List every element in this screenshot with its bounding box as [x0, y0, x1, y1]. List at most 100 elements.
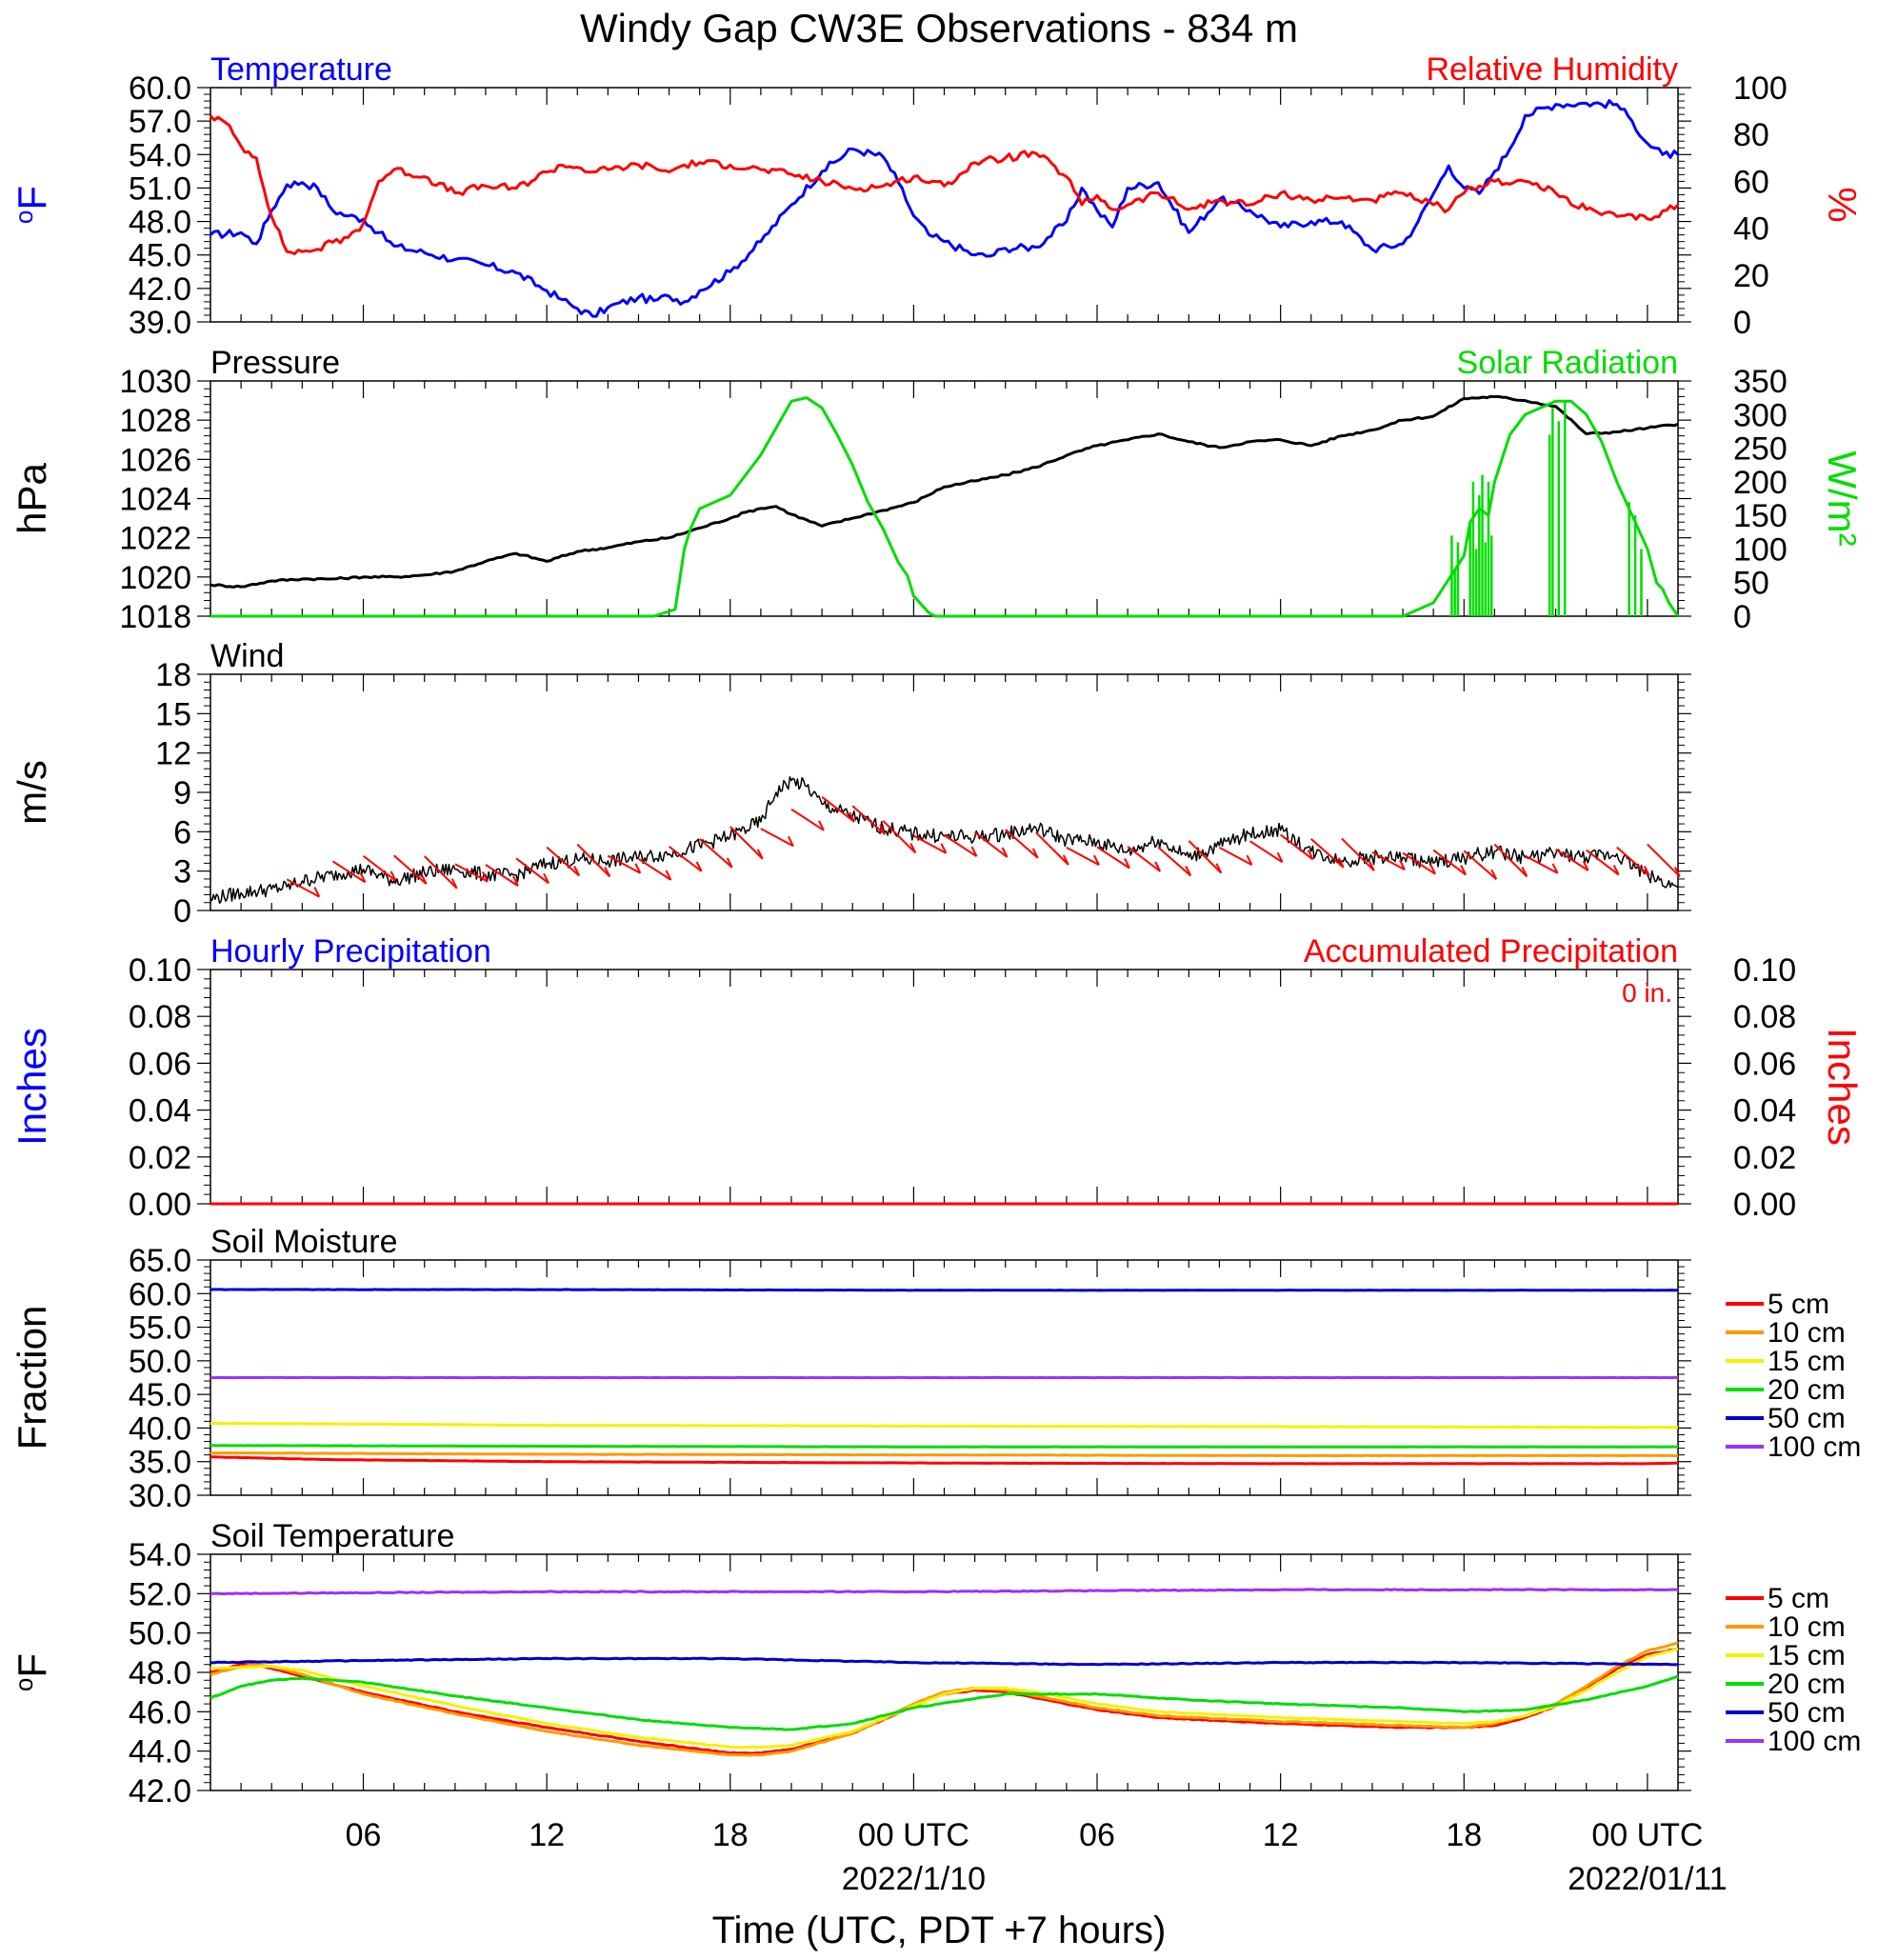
panel-6: 42.044.0 46.048.050.0 52.054.0 Soil Tempera… — [10, 1518, 1861, 1810]
y-tick-label: 60.0 — [129, 70, 191, 107]
wind-barb-flag — [849, 811, 855, 823]
y-tick-label: 46.0 — [129, 1694, 191, 1730]
y-tick-label: 40.0 — [129, 1410, 191, 1447]
wind-barb — [1402, 851, 1436, 875]
y-tick-label: 0.08 — [129, 999, 191, 1035]
panel-title-right: Accumulated Precipitation — [1304, 933, 1678, 970]
y-tick-label: 48.0 — [129, 1655, 191, 1691]
y-tick-label: 52.0 — [129, 1576, 191, 1612]
wind-barb — [515, 857, 549, 885]
legend-label: 50 cm — [1768, 1697, 1846, 1729]
legend-label: 50 cm — [1768, 1403, 1846, 1434]
x-tick-label: 18 — [712, 1817, 749, 1853]
y-tick-label: 1030 — [119, 364, 191, 400]
unit: F — [10, 186, 54, 210]
y-axis-label: oF — [10, 1653, 54, 1691]
wind-barb-flag — [1429, 864, 1436, 875]
y-tick-label: 1022 — [119, 521, 191, 557]
x-tick-label: 18 — [1446, 1817, 1482, 1853]
x-tick-label: 06 — [1079, 1817, 1115, 1853]
y-tick-label: 9 — [173, 775, 191, 811]
wind-barb — [882, 820, 916, 854]
series-line — [210, 1588, 1679, 1595]
y-axis-label: oF — [10, 186, 54, 224]
series-line — [210, 1421, 1678, 1430]
y-tick-label: 0.06 — [129, 1046, 191, 1082]
y-tick-label: 60.0 — [129, 1276, 191, 1312]
wind-barb — [1035, 831, 1069, 866]
x-tick-label: 00 UTC — [858, 1817, 969, 1853]
wind-barb-flag — [543, 872, 549, 884]
wind-barb-flag — [970, 846, 978, 857]
y-right-tick-label: 100 — [1733, 531, 1788, 568]
wind-barb — [668, 846, 703, 872]
legend-label: 5 cm — [1768, 1289, 1829, 1320]
wind-barb — [485, 864, 519, 887]
wind-barb — [760, 828, 794, 848]
y-tick-label: 39.0 — [129, 305, 191, 341]
wind-barb-flag — [1062, 854, 1069, 866]
wind-barb-flag — [1674, 866, 1681, 877]
x-date-label: 2022/01/11 — [1568, 1861, 1728, 1897]
y-right-tick-label: 60 — [1733, 164, 1769, 200]
series-line — [210, 1674, 1679, 1731]
wind-barb-flag — [726, 857, 733, 869]
panel-title: Pressure — [210, 345, 340, 381]
y-right-tick-label: 200 — [1733, 465, 1788, 501]
y-tick-label: 0.00 — [129, 1187, 191, 1223]
wind-barb — [821, 796, 855, 823]
wind-barb — [424, 855, 458, 890]
y-tick-label: 54.0 — [129, 1537, 191, 1573]
wind-barb — [973, 831, 1009, 858]
y-tick-label: 45.0 — [129, 1377, 191, 1413]
series-line — [210, 776, 1679, 905]
y-right-tick-label: 0.04 — [1733, 1093, 1796, 1130]
y-right-tick-label: 0.02 — [1733, 1140, 1796, 1176]
panel-title-right: Relative Humidity — [1426, 51, 1678, 88]
wind-barb — [790, 808, 825, 831]
y-tick-label: 51.0 — [129, 170, 191, 207]
y-tick-label: 42.0 — [129, 271, 191, 308]
wind-barb-flag — [313, 887, 321, 898]
wind-barb-flag — [1001, 847, 1009, 858]
series-line — [210, 1444, 1679, 1449]
y-axis-label: Inches — [10, 1028, 54, 1146]
y-tick-label: 65.0 — [129, 1243, 191, 1279]
wind-barb-flag — [1551, 863, 1559, 874]
y-tick-label: 54.0 — [129, 137, 191, 173]
plot-frame — [210, 87, 1679, 323]
y-right-tick-label: 100 — [1733, 70, 1788, 107]
y-right-tick-label: 350 — [1733, 364, 1788, 400]
y-tick-label: 15 — [155, 696, 191, 732]
wind-barb — [1341, 837, 1375, 871]
wind-barb — [1493, 843, 1528, 878]
degree-mark: o — [10, 1678, 38, 1691]
wind-barb — [851, 805, 886, 835]
wind-barb — [1525, 854, 1558, 874]
series-line — [210, 1455, 1679, 1466]
wind-barb — [546, 846, 580, 877]
wind-barb — [1096, 846, 1130, 870]
wind-barb-flag — [359, 871, 367, 883]
wind-barb-flag — [818, 820, 825, 831]
legend-label: 20 cm — [1768, 1669, 1846, 1700]
y-tick-label: 57.0 — [129, 104, 191, 140]
y-right-tick-label: 20 — [1733, 258, 1769, 294]
legend-label: 20 cm — [1768, 1374, 1846, 1406]
series-line — [209, 114, 1680, 255]
y-tick-label: 0 — [173, 893, 191, 930]
x-tick-label: 12 — [529, 1817, 565, 1853]
y-axis-label-right: W/m² — [1820, 450, 1865, 546]
y-tick-label: 1020 — [119, 560, 191, 596]
legend-label: 5 cm — [1768, 1583, 1829, 1614]
y-tick-label: 0.02 — [129, 1140, 191, 1176]
wind-barb-flag — [1612, 865, 1620, 876]
y-right-tick-label: 0.08 — [1733, 999, 1796, 1035]
y-tick-label: 6 — [173, 814, 191, 850]
wind-barb — [1005, 829, 1039, 859]
time-axis: 06 12 18 00 UTC 06 12 18 00 UTC 2022/1/10 2022/01… — [346, 1817, 1728, 1897]
wind-barb-flag — [573, 866, 581, 876]
y-tick-label: 1028 — [119, 403, 191, 439]
panel-title: Soil Temperature — [210, 1518, 454, 1554]
